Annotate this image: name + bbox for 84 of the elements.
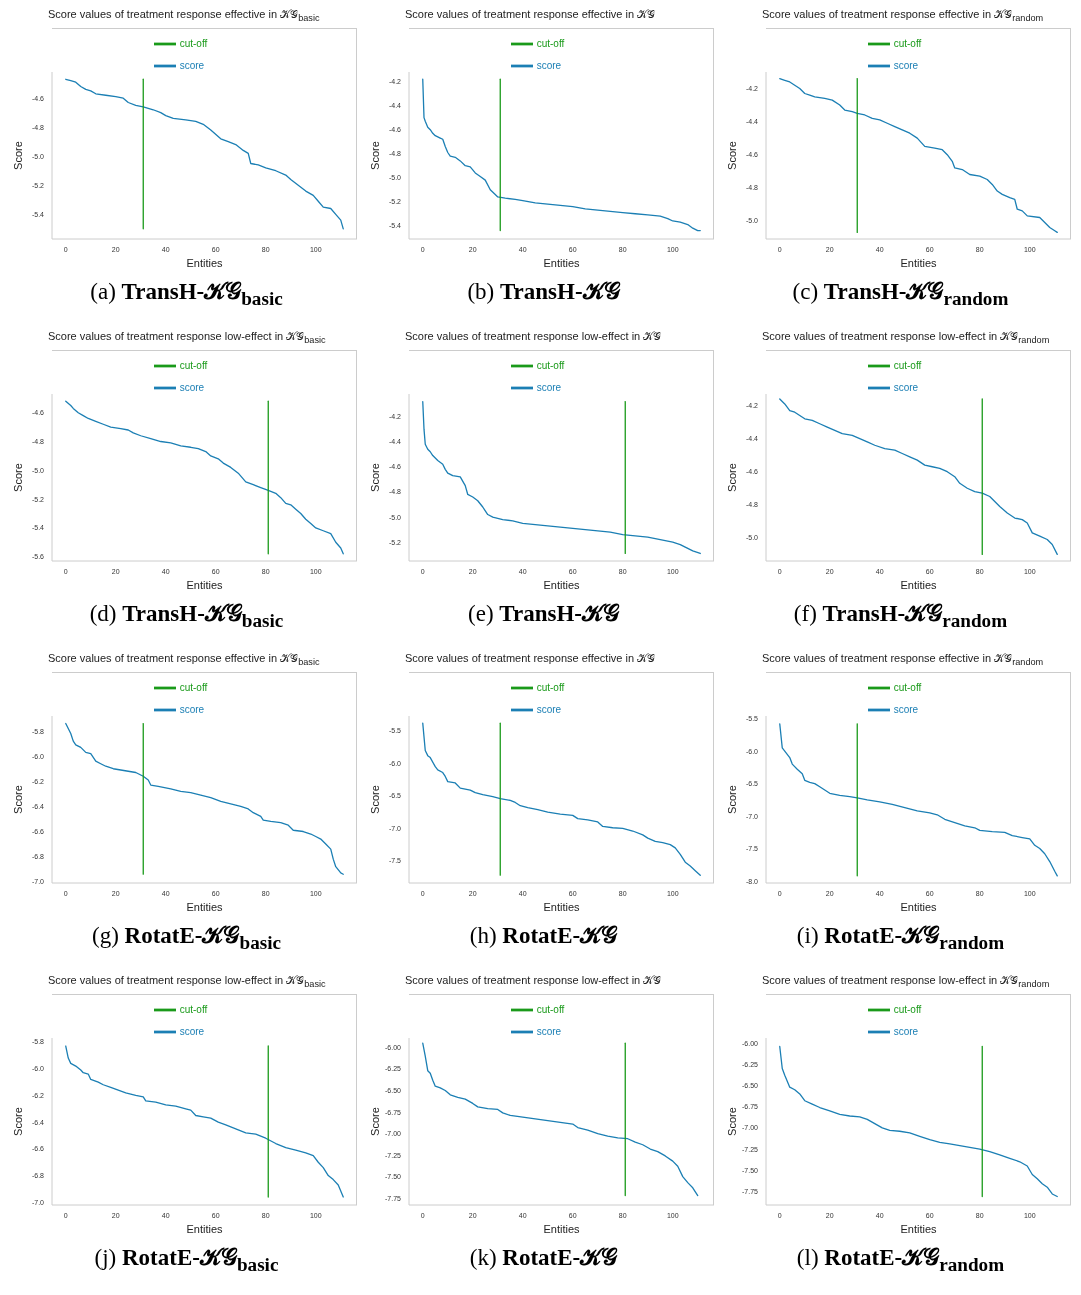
x-axis-title: Entities [900,901,938,913]
x-axis-title: Entities [900,579,938,591]
text: (h) RotatE-𝒦𝒢 [468,923,619,949]
line-series [422,722,701,876]
chart-title: Score values of treatment response effective in 𝒦𝒢$_{random}$ [761,8,1045,24]
x-axis-title: Entities [900,1223,938,1235]
legend-label: cut-off [536,681,565,693]
line-series [422,1042,699,1197]
text: (g) RotatE-𝒦𝒢$_{basic}$ [91,923,282,954]
legend-label: score [179,381,205,393]
text: (e) TransH-𝒦𝒢 [467,601,621,627]
y-axis-title: Score [725,463,738,492]
legend-label: score [893,381,919,393]
line-series [779,723,1058,877]
chart-title: Score values of treatment response low-effect in 𝒦𝒢 [404,330,663,344]
x-axis-title: Entities [186,1223,224,1235]
y-axis-title: Score [725,1107,738,1136]
line-series [779,77,1058,234]
legend-label: cut-off [893,681,922,693]
text: (b) TransH-𝒦𝒢 [466,279,622,305]
chart-title: Score values of treatment response effective in 𝒦𝒢$_{random}$ [761,652,1045,668]
x-axis-title: Entities [186,901,224,913]
text: (d) TransH-𝒦𝒢$_{basic}$ [88,601,285,632]
chart-title: Score values of treatment response effective in 𝒦𝒢$_{basic}$ [47,8,321,24]
text: (f) TransH-𝒦𝒢$_{random}$ [792,601,1009,632]
legend-label: cut-off [536,1003,565,1015]
legend-label: score [179,59,205,71]
line-series [65,1045,344,1198]
y-axis-title: Score [11,141,24,170]
legend-label: score [179,703,205,715]
text: (a) TransH-𝒦𝒢$_{basic}$ [89,279,284,310]
line-series [65,400,344,555]
legend-label: score [893,59,919,71]
legend-label: score [536,1025,562,1037]
y-axis-title: Score [11,785,24,814]
legend-label: cut-off [179,37,208,49]
legend-label: score [536,703,562,715]
chart-title: Score values of treatment response low-effect in 𝒦𝒢$_{random}$ [761,974,1051,990]
line-series [779,398,1058,556]
y-axis-title: Score [368,785,381,814]
chart-title: Score values of treatment response effective in 𝒦𝒢 [404,652,657,666]
text: (j) RotatE-𝒦𝒢$_{basic}$ [93,1245,280,1276]
text: (k) RotatE-𝒦𝒢 [468,1245,619,1271]
chart-title: Score values of treatment response low-effect in 𝒦𝒢$_{random}$ [761,330,1051,346]
legend-label: score [179,1025,205,1037]
y-axis-title: Score [725,785,738,814]
y-axis-title: Score [368,141,381,170]
legend-label: cut-off [536,37,565,49]
y-axis-title: Score [725,141,738,170]
x-axis-title: Entities [543,1223,581,1235]
line-series [779,1045,1058,1198]
legend-label: cut-off [536,359,565,371]
x-axis-title: Entities [543,579,581,591]
chart-title: Score values of treatment response effective in 𝒦𝒢$_{basic}$ [47,652,321,668]
line-series [422,78,701,232]
line-series [65,722,344,875]
chart-title: Score values of treatment response low-effect in 𝒦𝒢$_{basic}$ [47,974,327,990]
x-axis-title: Entities [186,579,224,591]
chart-title: Score values of treatment response low-effect in 𝒦𝒢 [404,974,663,988]
y-axis-title: Score [368,463,381,492]
y-axis-title: Score [11,1107,24,1136]
text: (c) TransH-𝒦𝒢$_{random}$ [791,279,1010,310]
text: (l) RotatE-𝒦𝒢$_{random}$ [795,1245,1006,1276]
legend-label: score [893,703,919,715]
x-axis-title: Entities [543,257,581,269]
line-series [422,400,701,555]
text: (i) RotatE-𝒦𝒢$_{random}$ [795,923,1006,954]
y-axis-title: Score [11,463,24,492]
legend-label: cut-off [893,37,922,49]
legend-label: cut-off [179,1003,208,1015]
chart-title: Score values of treatment response effective in 𝒦𝒢 [404,8,657,22]
legend-label: cut-off [179,681,208,693]
x-axis-title: Entities [186,257,224,269]
x-axis-title: Entities [900,257,938,269]
legend-label: cut-off [893,359,922,371]
legend-label: score [536,381,562,393]
legend-label: score [893,1025,919,1037]
line-series [65,78,344,230]
legend-label: score [536,59,562,71]
legend-label: cut-off [893,1003,922,1015]
chart-title: Score values of treatment response low-effect in 𝒦𝒢$_{basic}$ [47,330,327,346]
y-axis-title: Score [368,1107,381,1136]
legend-label: cut-off [179,359,208,371]
x-axis-title: Entities [543,901,581,913]
